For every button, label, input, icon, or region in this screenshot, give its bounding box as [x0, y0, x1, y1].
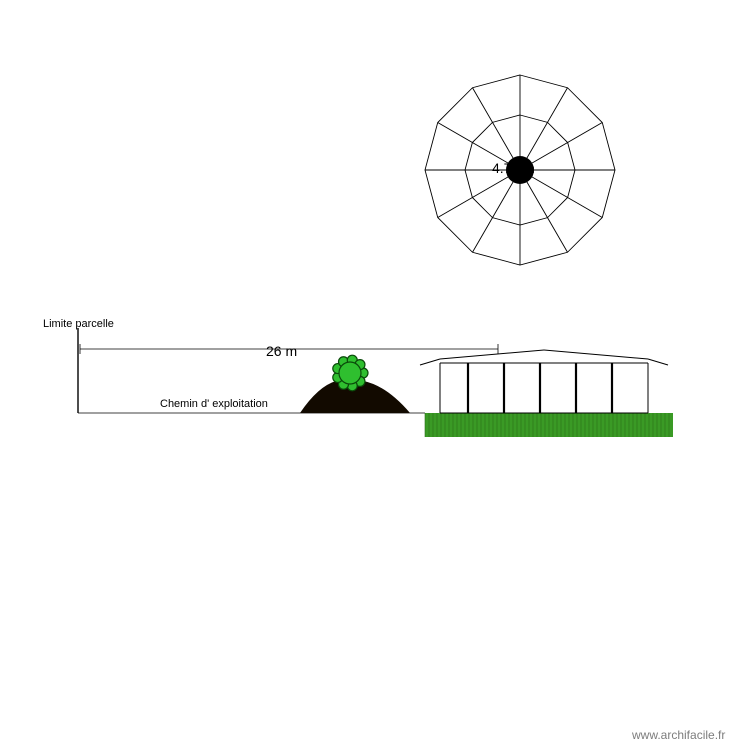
watermark: www.archifacile.fr: [632, 728, 725, 742]
path-label: Chemin d' exploitation: [160, 398, 268, 410]
plan-diagram: [0, 0, 750, 750]
parcel-limit-label: Limite parcelle: [43, 318, 114, 330]
distance-label: 26 m: [266, 343, 297, 359]
polygon-radius-label: 4.75 m: [492, 160, 535, 176]
